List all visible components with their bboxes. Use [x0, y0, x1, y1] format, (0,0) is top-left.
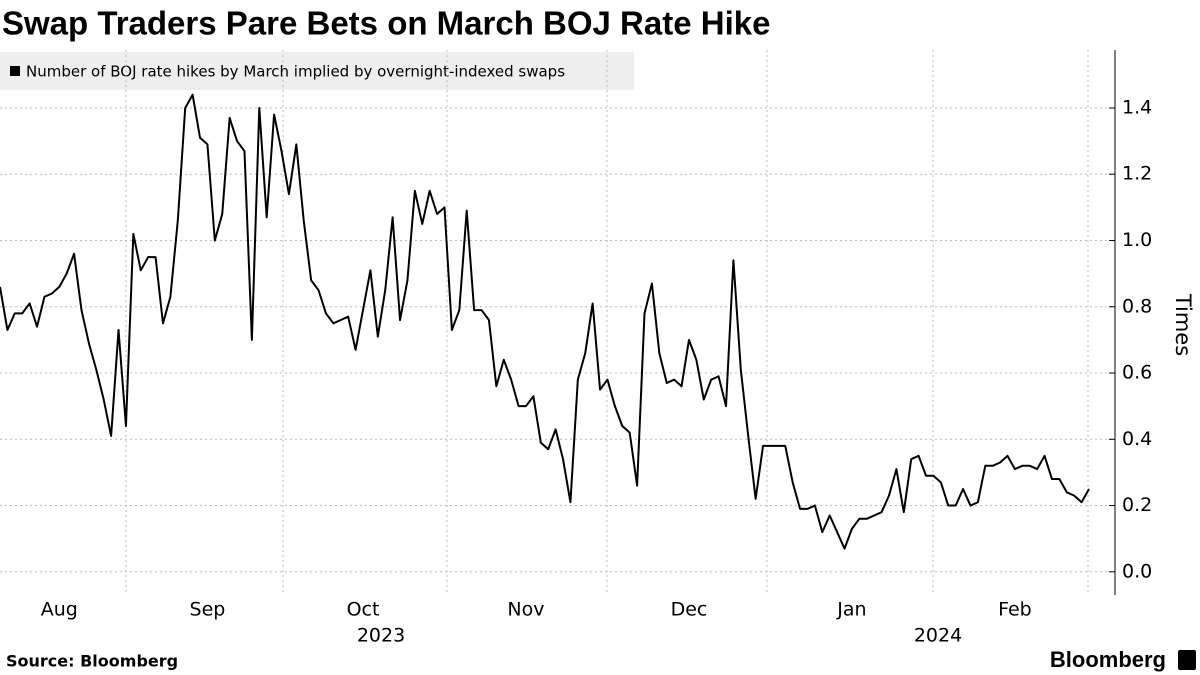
legend-label: Number of BOJ rate hikes by March implie…: [26, 63, 565, 81]
y-tick-label: 1.0: [1122, 229, 1152, 251]
legend-swatch: [10, 66, 20, 76]
y-tick-label: 0.8: [1122, 295, 1152, 317]
brand-icon: [1178, 650, 1196, 670]
x-tick-label: Aug: [41, 599, 78, 621]
year-label: 2023: [357, 625, 405, 647]
source: Source: Bloomberg: [6, 652, 178, 671]
y-tick-label: 0.6: [1122, 362, 1152, 384]
x-tick-label: Sep: [190, 599, 226, 621]
y-tick-label: 0.0: [1122, 560, 1152, 582]
x-tick-label: Feb: [998, 599, 1032, 621]
y-tick-label: 0.2: [1122, 494, 1152, 516]
y-tick-label: 1.2: [1122, 163, 1152, 185]
x-tick-label: Jan: [836, 599, 866, 621]
year-label: 2024: [914, 625, 962, 647]
x-tick-label: Dec: [671, 599, 708, 621]
series-line: [0, 93, 1090, 550]
y-tick-label: 0.4: [1122, 428, 1152, 450]
y-tick-label: 1.4: [1122, 96, 1152, 118]
x-tick-label: Oct: [347, 599, 380, 621]
legend-box: [0, 52, 634, 90]
chart-title: Swap Traders Pare Bets on March BOJ Rate…: [2, 5, 770, 42]
y-axis-label: Times: [1171, 293, 1195, 356]
brand: Bloomberg: [1050, 647, 1166, 672]
x-tick-label: Nov: [507, 599, 544, 621]
